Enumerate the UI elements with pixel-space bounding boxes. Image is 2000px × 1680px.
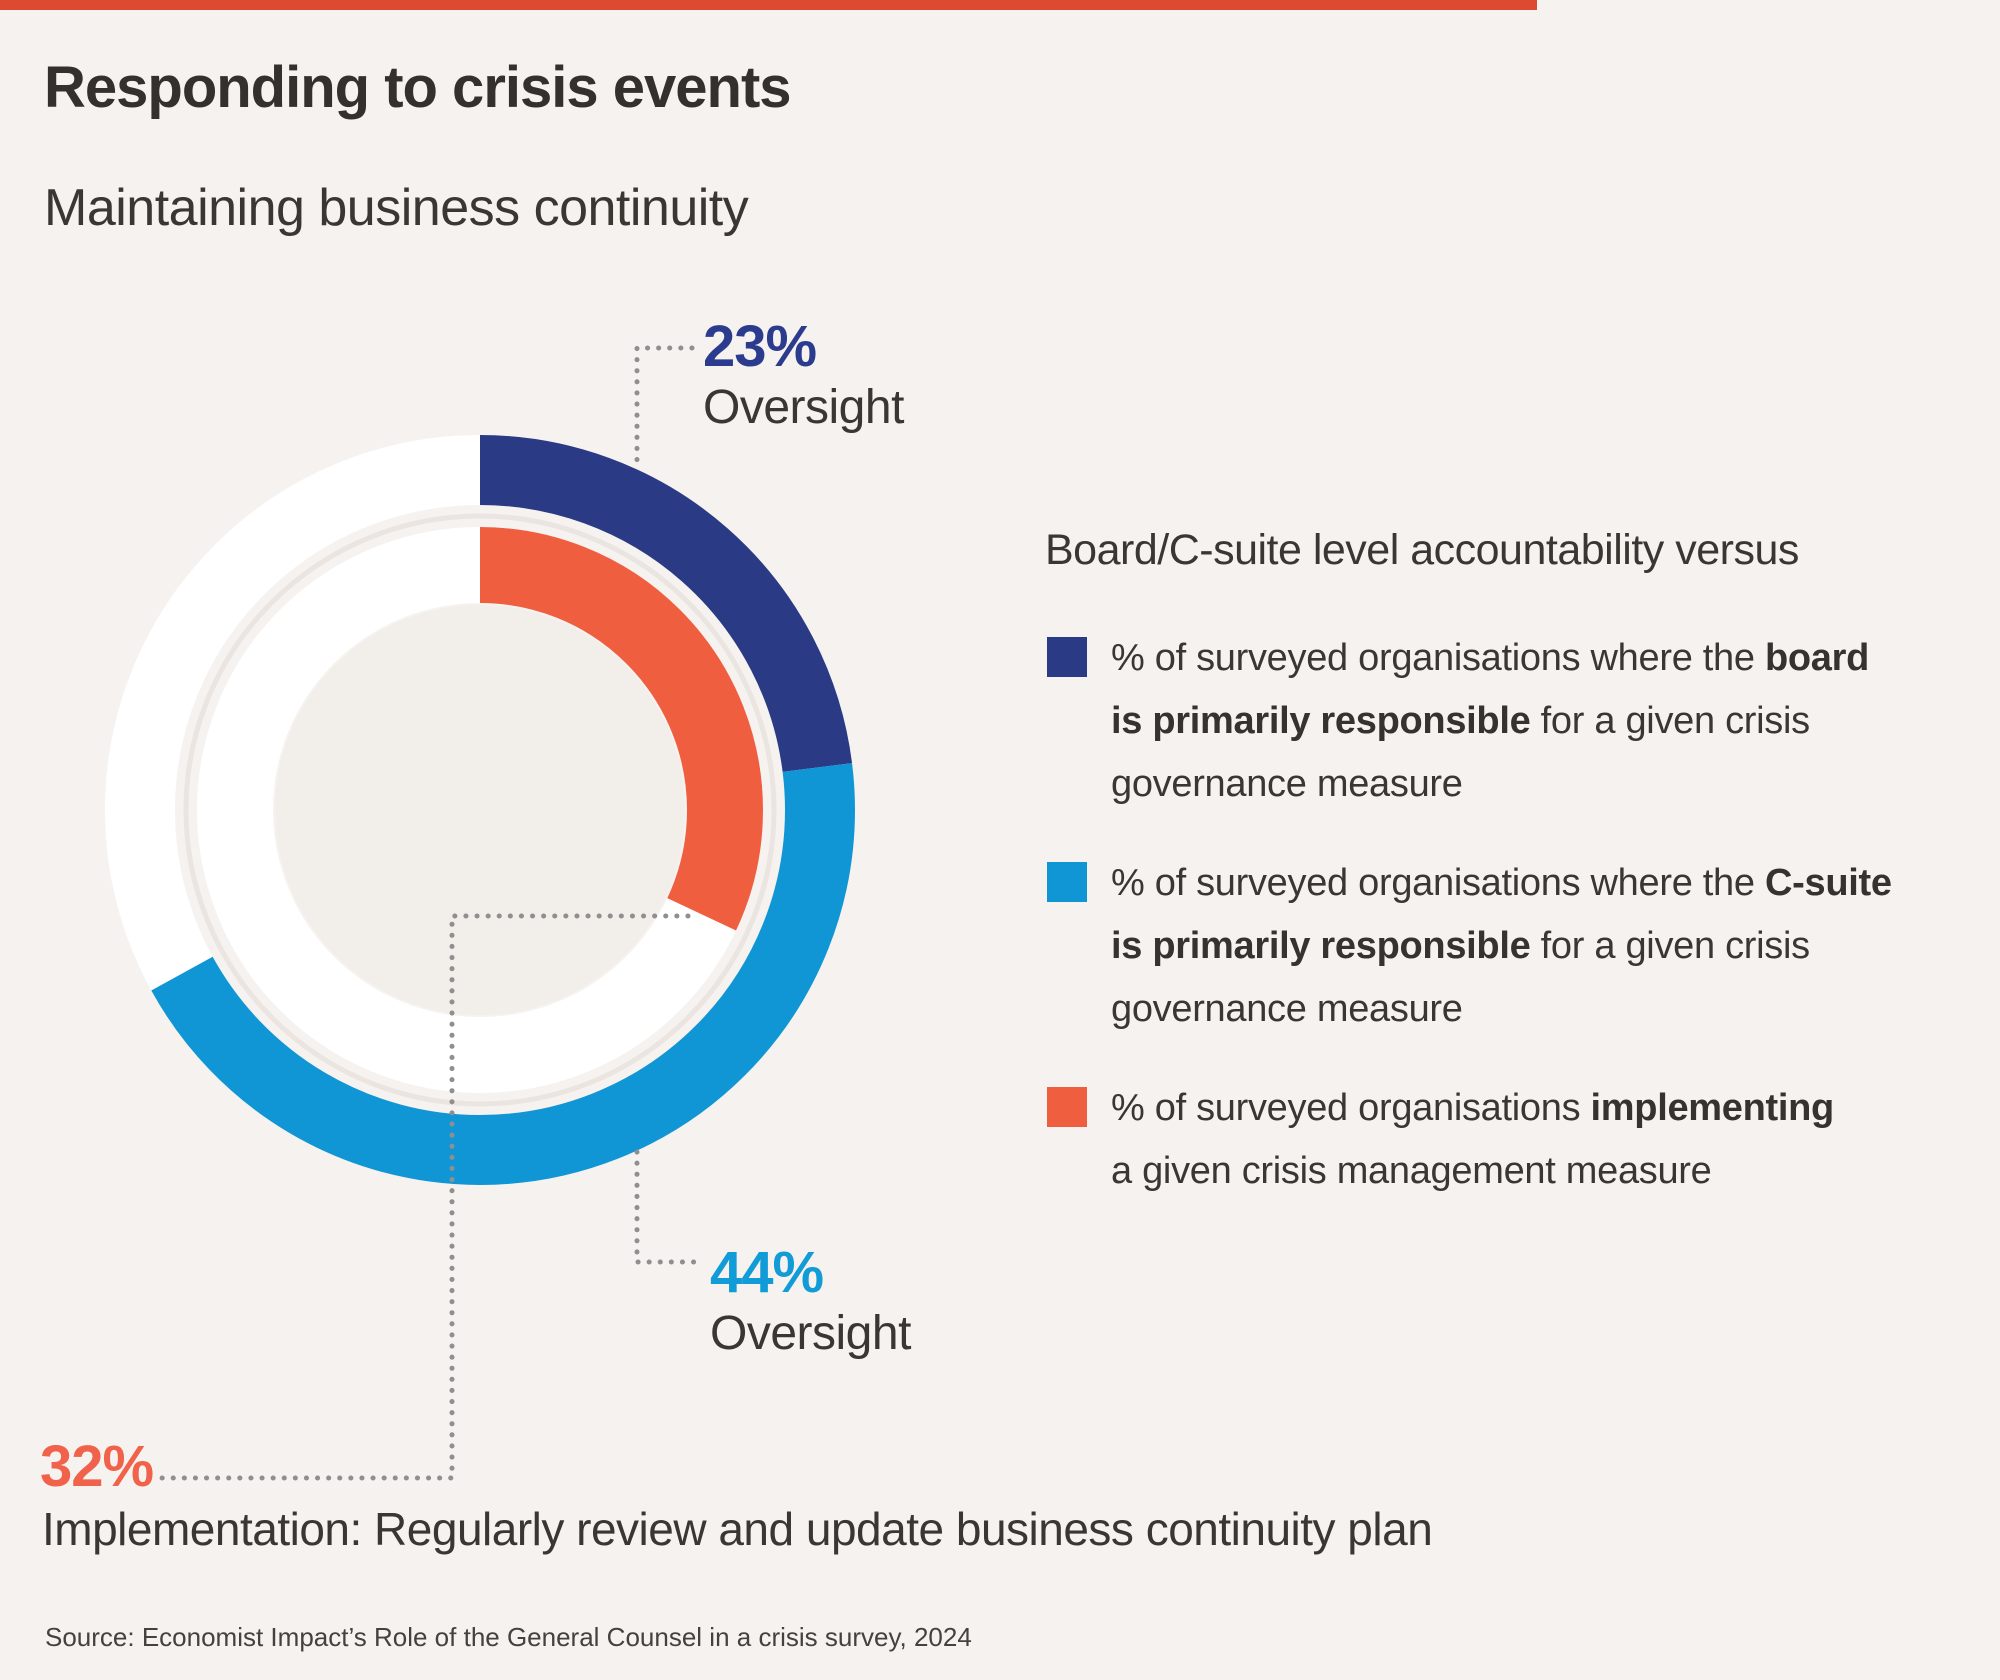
leader-lines [159,345,697,1481]
legend-item-c-suite: % of surveyed organisations where the C-… [1045,852,1945,1041]
legend-items: % of surveyed organisations where the bo… [1045,627,1945,1203]
page-subtitle: Maintaining business continuity [44,179,749,237]
leader-line-44 [634,1149,697,1265]
legend-swatch-implementing [1047,1087,1087,1127]
page-title: Responding to crisis events [44,55,792,120]
ring-separator-circle [183,513,777,1107]
callout-44-label: Oversight [710,1307,911,1360]
callout-32-value: 32% [40,1434,154,1499]
donut-rings [105,435,855,1185]
board-c-suite-accountability-outer-ring-segment-1 [105,435,855,1185]
legend-swatch-board [1047,637,1087,677]
legend-text-board: % of surveyed organisations where the bo… [1111,637,1870,805]
brand-top-bar [0,0,1537,10]
implementation-caption: Implementation: Regularly review and upd… [42,1503,1433,1555]
legend: Board/C-suite level accountability versu… [1045,526,1945,1239]
legend-text-implementing: % of surveyed organisations implementing… [1111,1087,1834,1192]
legend-swatch-c-suite [1047,862,1087,902]
legend-item-implementing: % of surveyed organisations implementing… [1045,1077,1945,1203]
source-line: Source: Economist Impact’s Role of the G… [45,1622,972,1652]
callout-23-value: 23% [703,314,817,379]
legend-heading: Board/C-suite level accountability versu… [1045,526,1799,574]
leader-line-32 [159,913,691,1481]
implementation-inner-ring-segment-1 [197,527,763,1093]
callout-23-label: Oversight [703,381,904,434]
donut-center-disc [275,605,685,1015]
callout-44-oversight: 44% Oversight [710,1244,911,1361]
callout-44-value: 44% [710,1240,824,1305]
legend-text-c-suite: % of surveyed organisations where the C-… [1111,862,1892,1030]
callout-23-oversight: 23% Oversight [703,318,904,435]
legend-item-board: % of surveyed organisations where the bo… [1045,627,1945,816]
callout-32-implementation: 32% [40,1434,154,1499]
leader-line-23 [634,345,695,471]
board-c-suite-accountability-outer-ring-segment-2 [105,435,855,1185]
